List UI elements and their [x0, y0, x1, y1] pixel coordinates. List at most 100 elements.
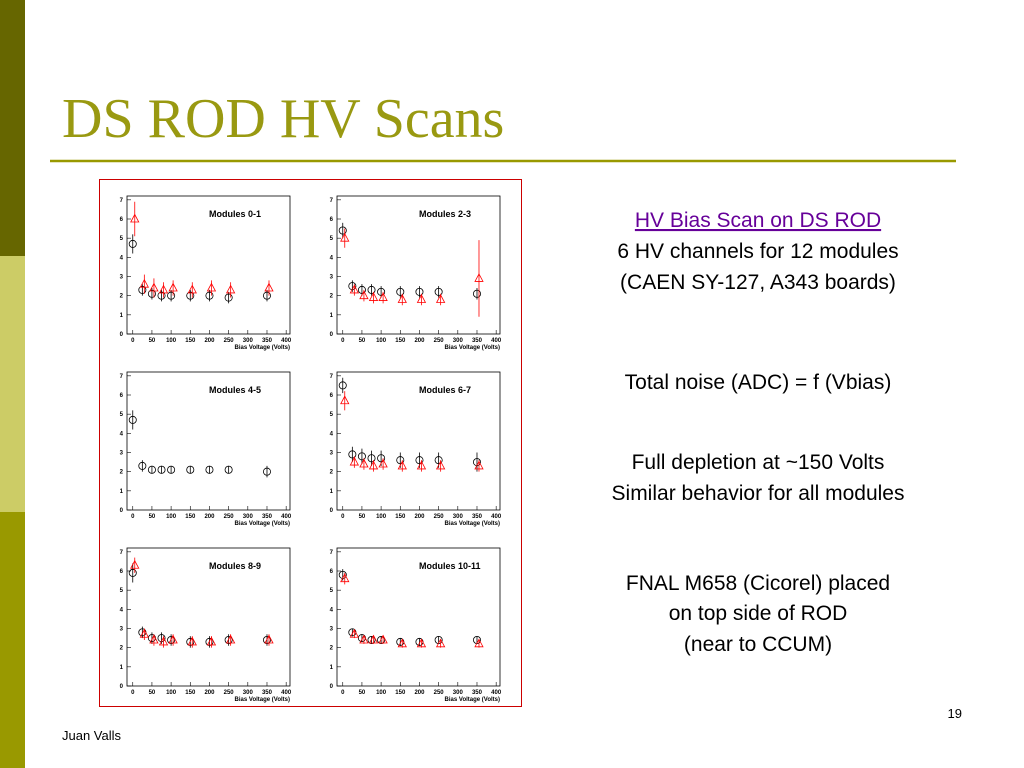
data-point	[262, 467, 271, 476]
y-tick-label: 2	[120, 470, 124, 476]
x-tick-label: 0	[131, 690, 135, 696]
link[interactable]: HV Bias Scan on DS ROD	[635, 209, 881, 232]
data-point	[158, 284, 169, 294]
data-point	[338, 226, 347, 235]
y-tick-label: 6	[120, 217, 124, 223]
x-tick-label: 100	[376, 514, 387, 520]
data-point	[187, 284, 197, 294]
x-tick-label: 250	[224, 514, 235, 520]
data-point	[415, 456, 424, 465]
data-point	[147, 465, 156, 474]
data-point	[377, 454, 386, 463]
data-point	[262, 636, 271, 645]
x-tick-label: 400	[491, 338, 502, 344]
x-axis-label: Bias Voltage (Volts)	[235, 521, 290, 527]
data-point	[357, 452, 366, 461]
data-point	[435, 294, 446, 303]
plot-frame	[336, 195, 501, 335]
data-point	[348, 450, 357, 459]
y-tick-label: 2	[120, 646, 124, 652]
y-tick-label: 0	[120, 332, 124, 338]
side-bar	[0, 0, 25, 256]
x-tick-label: 50	[149, 514, 156, 520]
data-point	[416, 294, 427, 303]
data-point	[149, 634, 159, 644]
data-point	[128, 568, 137, 577]
x-tick-label: 100	[166, 338, 177, 344]
x-tick-label: 0	[341, 690, 345, 696]
y-tick-label: 4	[330, 431, 334, 437]
x-axis-label: Bias Voltage (Volts)	[445, 521, 500, 527]
data-point	[397, 294, 407, 303]
side-bar	[0, 256, 25, 512]
data-point	[225, 284, 236, 294]
x-tick-label: 200	[204, 338, 215, 344]
y-tick-label: 0	[120, 508, 124, 514]
y-tick-label: 1	[120, 313, 124, 319]
data-point	[186, 465, 195, 474]
data-point	[349, 456, 360, 466]
data-point	[224, 293, 233, 302]
data-point	[205, 637, 214, 646]
x-tick-label: 300	[453, 514, 464, 520]
x-tick-label: 300	[243, 338, 254, 344]
data-point	[130, 559, 140, 569]
data-point	[397, 638, 407, 648]
x-tick-label: 350	[472, 338, 483, 344]
y-tick-label: 6	[330, 569, 334, 575]
data-point	[224, 465, 233, 474]
y-tick-label: 7	[120, 374, 124, 380]
data-point	[377, 287, 386, 296]
text-line: Similar behavior for all modules	[612, 482, 905, 505]
x-tick-label: 350	[472, 690, 483, 696]
data-point	[262, 291, 271, 300]
data-point	[416, 460, 427, 470]
x-tick-label: 200	[414, 690, 425, 696]
data-point	[397, 460, 407, 470]
x-tick-label: 50	[149, 690, 156, 696]
text-line: (near to CCUM)	[684, 633, 832, 656]
chart-title: Modules 2-3	[419, 209, 471, 219]
data-point	[377, 636, 386, 645]
data-point	[187, 636, 197, 646]
y-tick-label: 5	[120, 412, 124, 418]
y-tick-label: 1	[120, 489, 124, 495]
y-tick-label: 4	[330, 607, 334, 613]
y-tick-label: 5	[330, 412, 334, 418]
x-tick-label: 250	[224, 690, 235, 696]
x-tick-label: 50	[359, 338, 366, 344]
y-tick-label: 5	[330, 236, 334, 242]
data-point	[359, 290, 369, 300]
data-point	[149, 282, 159, 292]
data-point	[368, 292, 379, 301]
x-tick-label: 100	[166, 514, 177, 520]
y-tick-label: 4	[120, 255, 124, 261]
data-point	[474, 460, 484, 470]
text-line: 6 HV channels for 12 modules	[617, 240, 898, 263]
data-point	[434, 287, 443, 296]
data-point	[206, 282, 217, 292]
data-point	[167, 291, 176, 300]
data-point	[340, 573, 350, 583]
plot-frame	[126, 195, 291, 335]
y-tick-label: 1	[120, 665, 124, 671]
chart-title: Modules 6-7	[419, 385, 471, 395]
y-tick-label: 2	[330, 470, 334, 476]
x-tick-label: 200	[204, 514, 215, 520]
data-point	[435, 460, 446, 470]
x-tick-label: 300	[453, 690, 464, 696]
y-tick-label: 3	[330, 275, 334, 281]
text-line: Full depletion at ~150 Volts	[632, 451, 885, 474]
data-point	[158, 636, 169, 646]
data-point	[367, 454, 376, 463]
data-point	[367, 285, 376, 294]
data-point	[396, 287, 405, 296]
x-tick-label: 350	[472, 514, 483, 520]
slide-title: DS ROD HV Scans	[62, 88, 504, 150]
data-point	[368, 634, 379, 644]
x-tick-label: 200	[414, 338, 425, 344]
x-tick-label: 200	[414, 514, 425, 520]
data-point	[139, 278, 150, 288]
data-point	[472, 289, 481, 298]
